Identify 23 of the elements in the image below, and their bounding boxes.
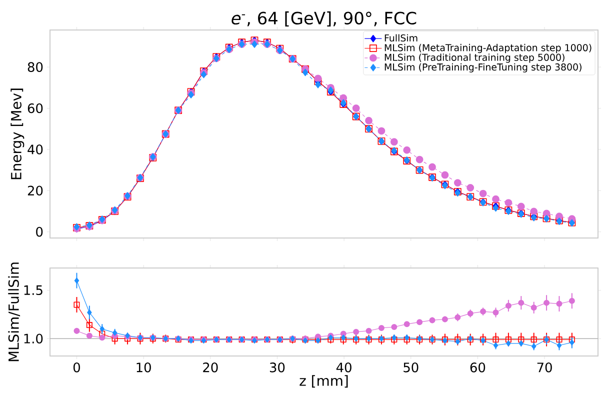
y-axis-title: Energy [Mev]	[10, 88, 24, 180]
legend-label: MLSim (PreTraining-FineTuning step 3800)	[384, 63, 582, 72]
legend-label: FullSim	[384, 34, 418, 42]
legend-label: MLSim (MetaTraining-Adaptation step 1000)	[384, 44, 592, 54]
y-tick-label: 60	[28, 103, 43, 114]
x-tick-label: 50	[404, 362, 418, 372]
y-tick-label: 20	[28, 186, 43, 196]
x-axis-title: z [mm]	[300, 375, 348, 388]
x-tick-label: 30	[270, 362, 285, 372]
y-tick-label: 80	[28, 62, 43, 72]
legend-label: MLSim (Traditional training step 5000)	[384, 54, 564, 63]
y-tick-label: 0	[36, 226, 43, 237]
x-tick-label: 10	[136, 362, 151, 372]
x-tick-label: 40	[336, 362, 352, 372]
x-tick-label: 70	[537, 362, 552, 372]
y-tick-label: 1.5	[24, 285, 42, 296]
x-tick-label: 60	[470, 362, 486, 372]
chart-title: e$^{-}$, 64 [GeV], 90°, FCC	[232, 11, 416, 26]
y-tick-label: 1.0	[24, 334, 43, 344]
y-tick-label: 40	[28, 144, 43, 154]
x-tick-label: 0	[73, 362, 80, 372]
x-tick-label: 20	[203, 362, 218, 372]
y-axis-title: MLSim/FullSim	[8, 262, 20, 362]
